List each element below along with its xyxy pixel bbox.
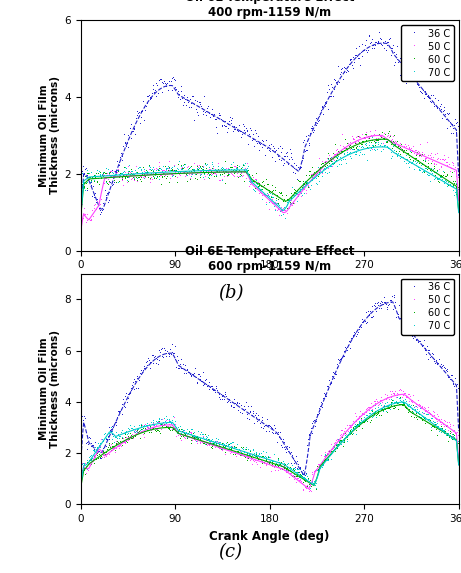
36 C [260,415,265,422]
70 C [257,190,263,197]
50 C [456,169,461,176]
Line: 36 C: 36 C [77,29,461,219]
60 C [449,433,454,440]
70 C [78,461,83,468]
Legend: 36 C, 50 C, 60 C, 70 C: 36 C, 50 C, 60 C, 70 C [402,278,454,335]
70 C [257,454,263,461]
60 C [386,129,392,136]
36 C [78,411,83,418]
60 C [257,187,263,194]
60 C [456,439,461,446]
36 C [257,421,263,428]
Y-axis label: Minimum Oil Film
Thickness (microns): Minimum Oil Film Thickness (microns) [39,330,60,448]
70 C [78,174,83,180]
70 C [456,444,461,450]
X-axis label: Crank Angle (deg): Crank Angle (deg) [209,529,330,543]
36 C [301,477,307,484]
50 C [372,128,378,135]
36 C [456,119,461,125]
60 C [78,180,83,187]
60 C [449,174,454,181]
X-axis label: Crank Angle (deg): Crank Angle (deg) [209,276,330,289]
60 C [260,453,265,460]
70 C [307,485,313,492]
Legend: 36 C, 50 C, 60 C, 70 C: 36 C, 50 C, 60 C, 70 C [402,25,454,81]
36 C [98,212,103,219]
50 C [389,391,394,398]
36 C [304,134,309,141]
50 C [78,463,83,470]
36 C [389,46,395,53]
60 C [397,395,403,402]
50 C [389,136,395,143]
60 C [283,462,288,469]
60 C [304,180,309,187]
50 C [260,183,266,190]
36 C [456,389,461,396]
Line: 70 C: 70 C [77,134,461,223]
50 C [308,489,314,496]
50 C [397,387,403,394]
Title: Oil 6E-Temperature Effect
600 rpm-1159 N/m: Oil 6E-Temperature Effect 600 rpm-1159 N… [185,245,355,273]
50 C [257,465,263,472]
70 C [394,395,399,402]
Line: 50 C: 50 C [77,386,461,496]
60 C [284,206,290,213]
60 C [313,487,319,494]
70 C [283,204,289,211]
60 C [389,403,394,410]
50 C [303,485,308,492]
60 C [389,146,395,152]
36 C [283,150,289,157]
Line: 50 C: 50 C [77,127,461,227]
Line: 60 C: 60 C [77,394,461,494]
70 C [304,182,309,189]
60 C [303,477,308,484]
50 C [449,430,454,437]
50 C [83,220,89,227]
60 C [257,456,263,463]
36 C [304,470,309,477]
36 C [389,299,394,306]
36 C [78,171,83,178]
Title: Oil 6E-Temperature Effect
400 rpm-1159 N/m: Oil 6E-Temperature Effect 400 rpm-1159 N… [185,0,355,19]
50 C [78,210,83,217]
70 C [260,454,265,461]
36 C [391,293,396,300]
50 C [283,466,288,473]
Line: 36 C: 36 C [77,292,461,484]
70 C [449,435,454,442]
70 C [370,134,375,141]
60 C [283,199,288,206]
36 C [449,130,454,137]
Y-axis label: Minimum Oil Film
Thickness (microns): Minimum Oil Film Thickness (microns) [39,76,60,194]
Text: (b): (b) [218,284,243,301]
70 C [389,154,395,160]
60 C [260,179,265,186]
70 C [283,215,288,222]
70 C [260,184,265,191]
50 C [304,190,309,197]
36 C [258,140,264,147]
50 C [258,191,264,198]
70 C [389,397,394,404]
36 C [376,30,382,37]
Line: 60 C: 60 C [77,128,461,214]
50 C [283,203,289,210]
36 C [260,139,266,146]
Line: 70 C: 70 C [77,394,461,493]
50 C [456,434,461,441]
36 C [449,372,454,379]
Text: (c): (c) [219,544,242,562]
70 C [456,185,461,192]
70 C [449,183,454,190]
36 C [283,446,288,453]
60 C [456,180,461,187]
60 C [78,468,83,474]
70 C [283,464,288,471]
50 C [260,458,265,465]
50 C [449,166,454,172]
70 C [303,472,308,479]
